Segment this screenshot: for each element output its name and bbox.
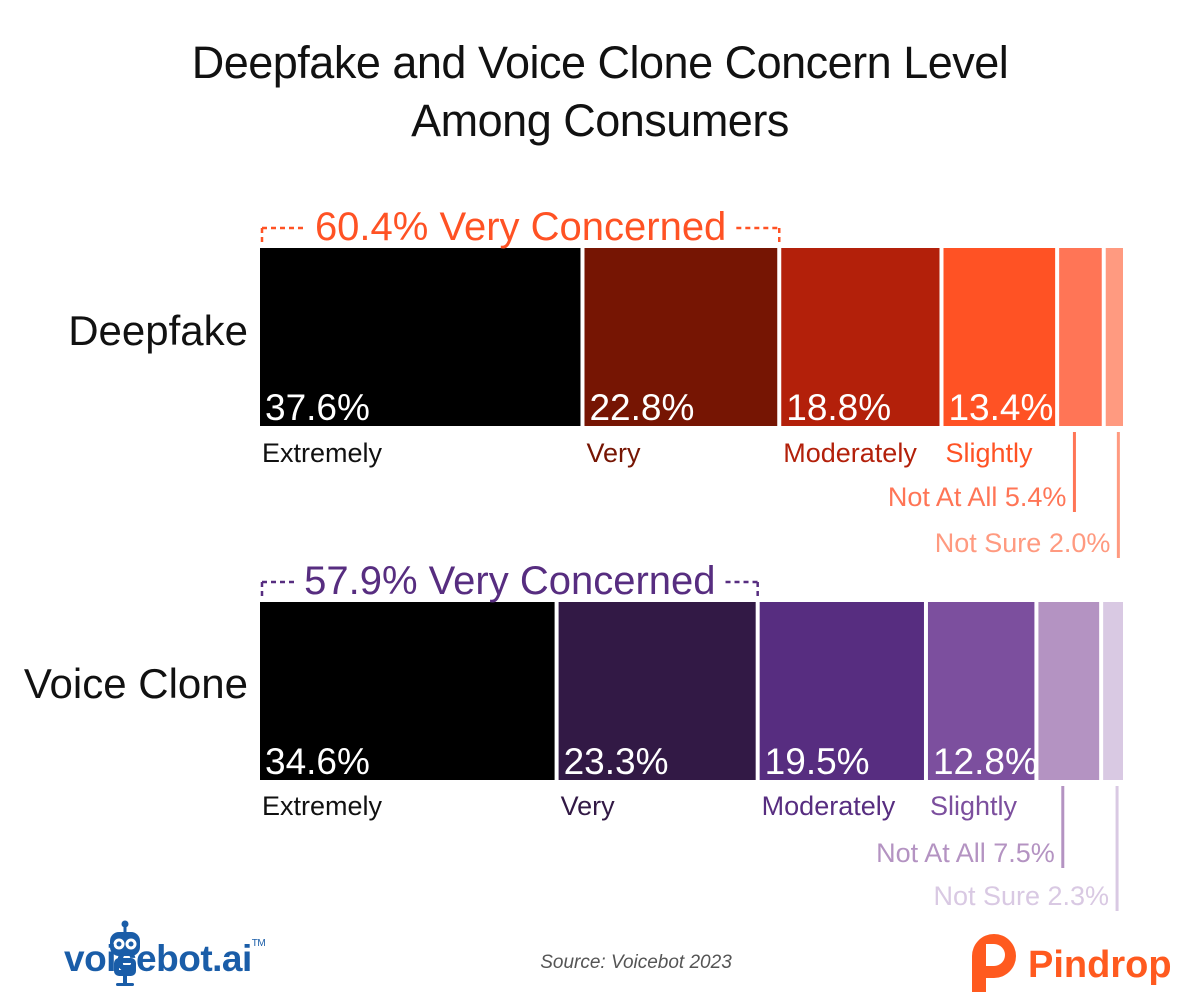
value-label-deepfake-very: 22.8% — [589, 387, 694, 428]
bar-deepfake-extremely — [260, 248, 581, 426]
category-label-voice-clone-moderately: Moderately — [762, 791, 896, 821]
series-label-voice-clone: Voice Clone — [24, 660, 248, 707]
chart-title: Deepfake and Voice Clone Concern Level A… — [0, 34, 1200, 150]
bar-deepfake-slightly — [943, 248, 1056, 426]
category-label-voice-clone-slightly: Slightly — [930, 791, 1018, 821]
category-label-deepfake-very: Very — [586, 438, 641, 468]
value-label-voice-clone-moderately: 19.5% — [765, 741, 870, 782]
category-label-deepfake-not-sure: Not Sure 2.0% — [935, 528, 1111, 558]
bracket-label-deepfake: 60.4% Very Concerned — [315, 205, 726, 249]
category-label-deepfake-extremely: Extremely — [262, 438, 383, 468]
value-label-deepfake-moderately: 18.8% — [786, 387, 891, 428]
voicebot-robot-icon — [110, 920, 140, 986]
bar-deepfake-not-at-all — [1059, 248, 1102, 426]
value-label-voice-clone-slightly: 12.8% — [933, 741, 1038, 782]
voicebot-logo-text: voicebot.aiTM — [64, 938, 266, 980]
source-note: Source: Voicebot 2023 — [540, 952, 732, 973]
bar-deepfake-moderately — [781, 248, 940, 426]
pindrop-logo-icon — [972, 934, 1016, 992]
bar-voice-clone-not-at-all — [1038, 602, 1100, 780]
bracket-label-voice-clone: 57.9% Very Concerned — [304, 559, 715, 603]
category-label-voice-clone-very: Very — [561, 791, 616, 821]
value-label-deepfake-slightly: 13.4% — [948, 387, 1053, 428]
chart-title-line-2: Among Consumers — [411, 95, 789, 146]
category-label-deepfake-moderately: Moderately — [783, 438, 917, 468]
series-label-deepfake: Deepfake — [68, 307, 248, 354]
bar-voice-clone-extremely — [260, 602, 555, 780]
value-label-voice-clone-very: 23.3% — [564, 741, 669, 782]
category-label-voice-clone-extremely: Extremely — [262, 791, 383, 821]
chart-title-line-1: Deepfake and Voice Clone Concern Level — [191, 37, 1009, 88]
bar-deepfake-very — [584, 248, 778, 426]
bar-voice-clone-slightly — [927, 602, 1035, 780]
bar-voice-clone-moderately — [759, 602, 924, 780]
category-label-deepfake-slightly: Slightly — [945, 438, 1033, 468]
category-label-voice-clone-not-at-all: Not At All 7.5% — [876, 838, 1055, 868]
voicebot-trademark: TM — [251, 938, 266, 949]
voicebot-name: voicebot.ai — [64, 938, 252, 979]
bar-deepfake-not-sure — [1105, 248, 1123, 426]
pindrop-logo-text: Pindrop — [1028, 944, 1172, 986]
category-label-voice-clone-not-sure: Not Sure 2.3% — [933, 881, 1109, 911]
bar-voice-clone-very — [558, 602, 756, 780]
value-label-deepfake-extremely: 37.6% — [265, 387, 370, 428]
category-label-deepfake-not-at-all: Not At All 5.4% — [888, 482, 1067, 512]
bar-voice-clone-not-sure — [1103, 602, 1123, 780]
value-label-voice-clone-extremely: 34.6% — [265, 741, 370, 782]
